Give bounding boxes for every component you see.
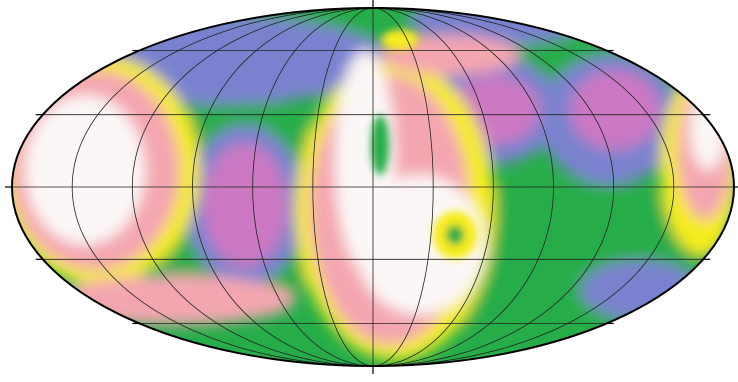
edge-ticks xyxy=(5,0,738,374)
magenta-blob-west-center xyxy=(203,143,287,267)
magenta-blob-east xyxy=(570,70,660,150)
white-blob-west xyxy=(25,95,145,245)
field-accents xyxy=(371,30,477,259)
scalar-field xyxy=(12,8,734,360)
white-blob-center-south xyxy=(355,175,485,315)
graticule xyxy=(12,8,734,366)
green-core-center-south xyxy=(446,225,464,245)
pink-streaks-southwest xyxy=(55,275,295,325)
yellow-spot-north xyxy=(382,30,418,50)
white-blob-far-east xyxy=(690,90,726,170)
green-spot-central xyxy=(371,115,389,175)
